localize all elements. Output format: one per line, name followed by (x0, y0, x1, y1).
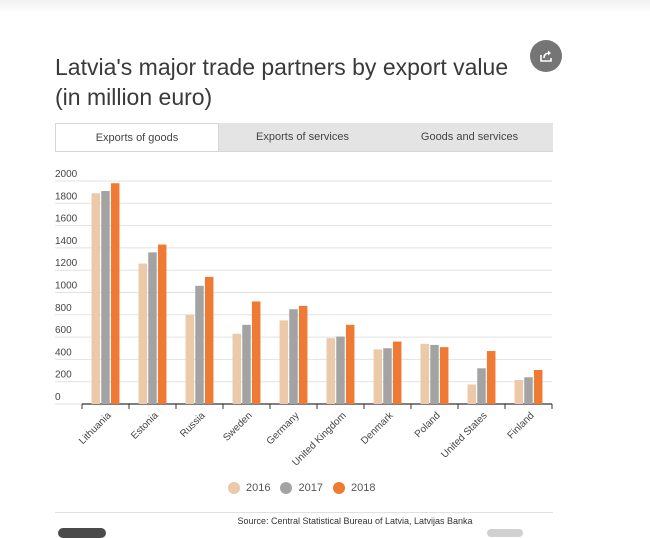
legend-item-2017[interactable]: 2017 (280, 482, 323, 494)
x-category-label: Finland (506, 410, 537, 441)
bar-2017-estonia (148, 252, 157, 404)
bar-2018-finland (533, 369, 543, 404)
bar-2016-united-states (467, 384, 477, 404)
bar-chart: 0 200 400 600 800 1000 1200 1400 1600 1800 2000 Lit… (55, 169, 553, 468)
bar-2017-poland (430, 344, 439, 404)
y-tick-label: 1400 (55, 236, 78, 247)
bar-2016-poland (420, 343, 430, 404)
bar-2017-denmark (383, 348, 392, 404)
bar-2017-sweden (242, 324, 251, 404)
y-tick-label: 400 (55, 347, 72, 358)
source-note: Source: Central Statistical Bureau of La… (237, 516, 473, 526)
bar-2018-sweden (251, 301, 261, 404)
x-category-label: Germany (265, 410, 302, 447)
bar-2017-russia (195, 285, 204, 404)
bottom-control-right[interactable] (487, 529, 523, 537)
bar-2016-united-kingdom (326, 338, 336, 404)
x-category-label: Estonia (129, 410, 161, 442)
tab-bar: Exports of goods Exports of services Goo… (55, 123, 553, 152)
legend-swatch-2018 (332, 482, 345, 494)
legend-item-2018[interactable]: 2018 (332, 482, 376, 494)
y-tick-label: 800 (55, 303, 72, 314)
y-tick-label: 1600 (55, 214, 78, 225)
bar-2016-finland (514, 380, 524, 404)
x-category-label: United States (439, 410, 489, 460)
bar-2018-germany (298, 305, 308, 404)
share-button[interactable] (530, 40, 562, 72)
legend-swatch-2017 (280, 482, 293, 494)
y-tick-label: 1000 (55, 281, 78, 292)
bar-2016-germany (279, 320, 289, 404)
bar-2017-finland (524, 377, 533, 404)
bar-2016-sweden (232, 333, 242, 404)
y-tick-label: 0 (55, 392, 61, 403)
y-tick-label: 1200 (55, 258, 78, 269)
y-tick-label: 2000 (55, 169, 78, 180)
bar-2018-russia (204, 276, 214, 404)
chart-title: Latvia's major trade partners by export … (55, 54, 509, 110)
bar-2018-poland (439, 347, 449, 404)
x-category-label: Lithuania (77, 410, 114, 447)
y-tick-label: 200 (55, 370, 72, 381)
bar-2016-russia (185, 314, 195, 404)
bar-2018-denmark (392, 341, 402, 404)
legend-label-2017: 2017 (298, 482, 323, 494)
bar-2016-lithuania (91, 193, 101, 404)
tab-goods-and-services[interactable]: Goods and services (420, 131, 519, 143)
bar-2017-united-states (477, 368, 486, 404)
bar-2018-lithuania (110, 183, 120, 404)
x-category-label: Sweden (221, 410, 254, 443)
legend-item-2016[interactable]: 2016 (228, 482, 270, 494)
bar-2018-united-kingdom (345, 324, 355, 404)
divider (55, 512, 553, 513)
x-category-label: Poland (413, 410, 443, 440)
bar-2018-united-states (486, 351, 496, 404)
top-strip (0, 0, 650, 14)
y-tick-label: 600 (55, 325, 72, 336)
bar-2017-united-kingdom (336, 336, 345, 404)
y-tick-label: 1800 (55, 191, 78, 202)
legend: 2016 2017 2018 (228, 480, 375, 496)
x-category-label: Denmark (359, 410, 396, 447)
legend-label-2018: 2018 (350, 482, 376, 494)
tab-exports-of-services[interactable]: Exports of services (256, 131, 349, 143)
share-icon (540, 50, 552, 62)
legend-label-2016: 2016 (246, 482, 271, 494)
bar-2016-denmark (373, 349, 383, 404)
bar-2018-estonia (157, 244, 167, 404)
tab-exports-of-goods[interactable]: Exports of goods (55, 123, 219, 151)
bar-2017-germany (289, 309, 298, 404)
bar-2016-estonia (138, 263, 148, 404)
bar-2017-lithuania (101, 191, 110, 404)
bottom-control-left[interactable] (58, 528, 106, 538)
x-category-label: Russia (178, 410, 208, 440)
legend-swatch-2016 (228, 482, 240, 494)
